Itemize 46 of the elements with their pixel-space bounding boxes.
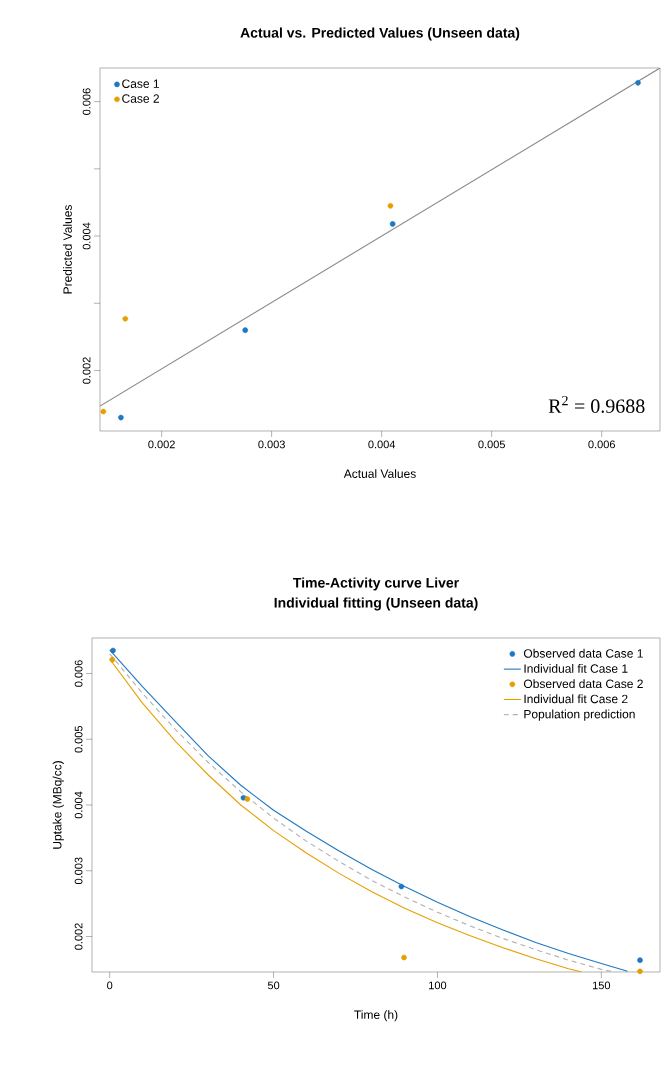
legend-label: Individual fit Case 2	[524, 694, 628, 704]
legend-label: Population prediction	[524, 709, 635, 721]
point	[109, 656, 116, 663]
point	[100, 408, 107, 415]
point	[244, 796, 251, 802]
point	[387, 203, 394, 209]
point	[637, 957, 643, 963]
legend-label: Observed data Case 1	[523, 648, 643, 658]
legend-label: Individual fit Case 1	[524, 664, 628, 673]
x-tick-label: 0.002	[148, 440, 175, 449]
x-tick-label: 0	[107, 981, 113, 990]
chart-subtitle: Individual fitting (Unseen data)	[274, 597, 478, 611]
point	[118, 414, 124, 421]
legend-label: Observed data Case 2	[523, 679, 643, 689]
point	[242, 327, 249, 333]
y-tick-label: 0.005	[74, 725, 83, 753]
legend-label: Case 1	[122, 79, 159, 88]
x-tick-label: 150	[593, 981, 611, 990]
chart-title: Actual vs. Predicted Values (Unseen data)	[240, 27, 520, 41]
y-tick-label: 0.002	[82, 357, 91, 384]
x-axis-title: Time (h)	[354, 1010, 398, 1022]
x-tick-label: 0.005	[478, 440, 505, 449]
point	[398, 883, 405, 890]
chart-title: Time-Activity curve Liver	[293, 577, 459, 591]
point	[389, 221, 396, 227]
y-axis-title: Predicted Values	[63, 205, 72, 294]
y-tick-label: 0.006	[82, 88, 91, 115]
legend-label: Case 2	[122, 94, 159, 103]
x-tick-label: 0.003	[258, 440, 285, 449]
y-tick-label: 0.002	[74, 923, 83, 950]
y-tick-label: 0.004	[82, 222, 91, 250]
point	[110, 647, 116, 654]
x-tick-label: 0.006	[588, 440, 615, 449]
point	[401, 954, 407, 961]
point	[122, 315, 129, 322]
y-tick-label: 0.003	[74, 857, 83, 885]
y-axis-title: Uptake (MBq/cc)	[52, 761, 64, 849]
x-tick-label: 0.004	[368, 440, 396, 449]
annotation: R$^{2}$ = 0.9688	[548, 395, 645, 413]
y-tick-label: 0.004	[74, 791, 83, 819]
y-tick-label: 0.006	[74, 660, 83, 687]
x-tick-label: 100	[429, 981, 447, 990]
x-tick-label: 50	[267, 981, 280, 990]
point	[637, 968, 643, 975]
x-axis-title: Actual Values	[343, 469, 416, 478]
point	[635, 79, 641, 86]
